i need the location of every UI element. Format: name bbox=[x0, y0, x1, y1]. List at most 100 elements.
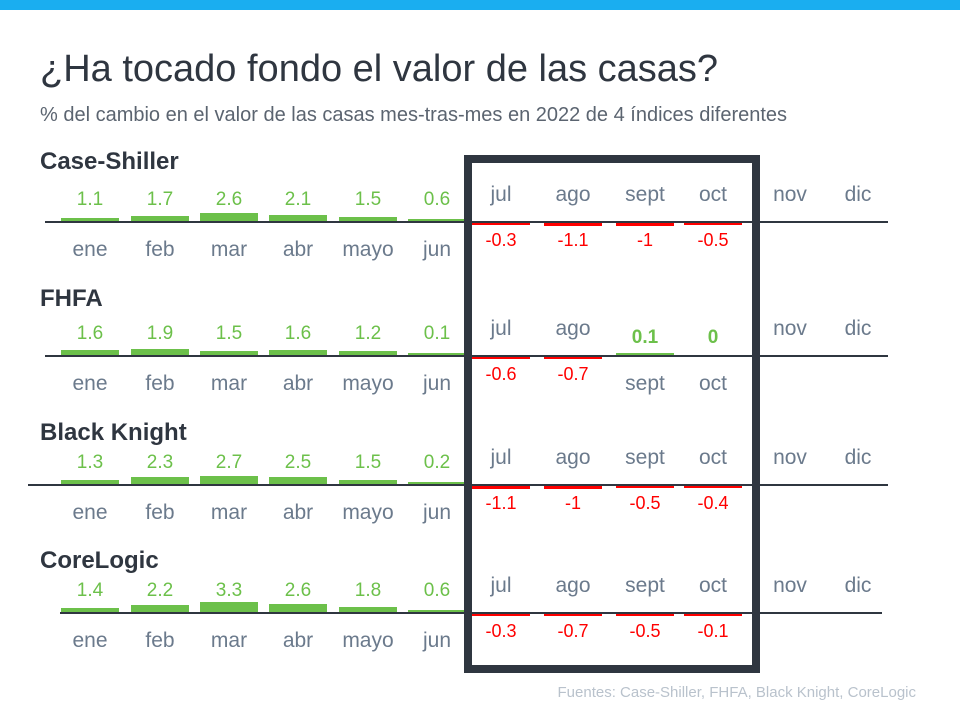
month-label: mayo bbox=[342, 629, 394, 652]
month-label: mayo bbox=[342, 238, 394, 261]
value-label: 0 bbox=[707, 327, 719, 348]
value-label: -0.6 bbox=[485, 364, 517, 384]
value-label: 1.5 bbox=[354, 189, 382, 210]
bar bbox=[339, 606, 397, 612]
value-label: 0.1 bbox=[631, 327, 659, 348]
month-label: abr bbox=[282, 372, 314, 395]
value-label: 1.6 bbox=[284, 323, 312, 344]
value-label: 3.3 bbox=[215, 580, 243, 601]
bar bbox=[200, 475, 258, 484]
value-label: 0.2 bbox=[423, 452, 451, 473]
value-label: -0.3 bbox=[485, 621, 517, 641]
value-label: 0.1 bbox=[423, 323, 451, 344]
month-label: dic bbox=[844, 317, 872, 340]
month-label: abr bbox=[282, 629, 314, 652]
bar bbox=[339, 351, 397, 355]
panel-title: FHFA bbox=[40, 285, 103, 312]
month-label: ago bbox=[555, 446, 591, 469]
panel-title: Black Knight bbox=[40, 419, 187, 446]
value-label: 1.9 bbox=[146, 323, 174, 344]
value-label: -0.5 bbox=[697, 230, 729, 250]
bar bbox=[616, 614, 674, 616]
panel-title: CoreLogic bbox=[40, 547, 159, 574]
month-label: sept bbox=[625, 372, 665, 395]
month-label: nov bbox=[773, 446, 807, 469]
value-label: 1.7 bbox=[146, 189, 174, 210]
value-label: 1.1 bbox=[76, 189, 104, 210]
value-label: 1.4 bbox=[76, 580, 104, 601]
bar bbox=[61, 607, 119, 612]
value-label: 1.8 bbox=[354, 580, 382, 601]
value-label: -0.7 bbox=[557, 621, 589, 641]
value-label: 2.5 bbox=[284, 452, 312, 473]
value-label: 1.5 bbox=[354, 452, 382, 473]
month-label: sept bbox=[625, 574, 665, 597]
bar bbox=[616, 223, 674, 226]
month-label: feb bbox=[145, 629, 175, 652]
month-label: sept bbox=[625, 183, 665, 206]
bar bbox=[544, 614, 602, 617]
bar bbox=[339, 479, 397, 484]
page-subtitle: % del cambio en el valor de las casas me… bbox=[40, 104, 788, 126]
bar bbox=[61, 480, 119, 484]
month-label: mayo bbox=[342, 501, 394, 524]
month-label: mar bbox=[210, 629, 248, 652]
month-label: jul bbox=[490, 446, 512, 469]
top-accent-bar bbox=[0, 0, 960, 10]
bar bbox=[269, 604, 327, 612]
month-label: mar bbox=[210, 372, 248, 395]
bar bbox=[408, 482, 466, 484]
month-label: jun bbox=[422, 238, 452, 261]
value-label: -0.7 bbox=[557, 364, 589, 384]
source-note: Fuentes: Case-Shiller, FHFA, Black Knigh… bbox=[557, 684, 917, 701]
value-label: 2.3 bbox=[146, 452, 174, 473]
month-label: dic bbox=[844, 574, 872, 597]
month-label: abr bbox=[282, 238, 314, 261]
month-label: dic bbox=[844, 183, 872, 206]
bar bbox=[472, 357, 530, 359]
bar bbox=[684, 486, 742, 488]
bar bbox=[684, 223, 742, 225]
value-label: -1.1 bbox=[485, 493, 517, 513]
bar bbox=[544, 486, 602, 489]
month-label: ago bbox=[555, 317, 591, 340]
bar bbox=[200, 350, 258, 355]
value-label: -0.4 bbox=[697, 493, 729, 513]
value-label: -1.1 bbox=[557, 230, 589, 250]
month-label: abr bbox=[282, 501, 314, 524]
bar bbox=[472, 614, 530, 616]
month-label: jul bbox=[490, 574, 512, 597]
month-label: oct bbox=[698, 446, 727, 469]
bar bbox=[61, 217, 119, 221]
month-label: nov bbox=[773, 317, 807, 340]
bar bbox=[269, 476, 327, 484]
highlight-box bbox=[464, 155, 760, 673]
bar bbox=[131, 477, 189, 484]
bar bbox=[616, 353, 674, 355]
month-label: dic bbox=[844, 446, 872, 469]
month-label: mar bbox=[210, 238, 248, 261]
bar bbox=[131, 605, 189, 612]
value-label: -0.3 bbox=[485, 230, 517, 250]
bar bbox=[544, 223, 602, 227]
bar bbox=[408, 353, 466, 355]
month-label: ene bbox=[72, 629, 108, 652]
bar bbox=[408, 610, 466, 612]
bar bbox=[616, 486, 674, 488]
value-label: 1.5 bbox=[215, 323, 243, 344]
bar bbox=[131, 215, 189, 221]
bar bbox=[61, 350, 119, 355]
bar bbox=[408, 219, 466, 221]
month-label: feb bbox=[145, 238, 175, 261]
month-label: mayo bbox=[342, 372, 394, 395]
month-label: jun bbox=[422, 501, 452, 524]
bar bbox=[131, 349, 189, 355]
bar bbox=[472, 486, 530, 490]
bar bbox=[269, 214, 327, 221]
value-label: 2.6 bbox=[284, 580, 312, 601]
month-label: jul bbox=[490, 183, 512, 206]
value-label: 2.6 bbox=[215, 189, 243, 210]
month-label: nov bbox=[773, 574, 807, 597]
value-label: 2.2 bbox=[146, 580, 174, 601]
month-label: ago bbox=[555, 574, 591, 597]
